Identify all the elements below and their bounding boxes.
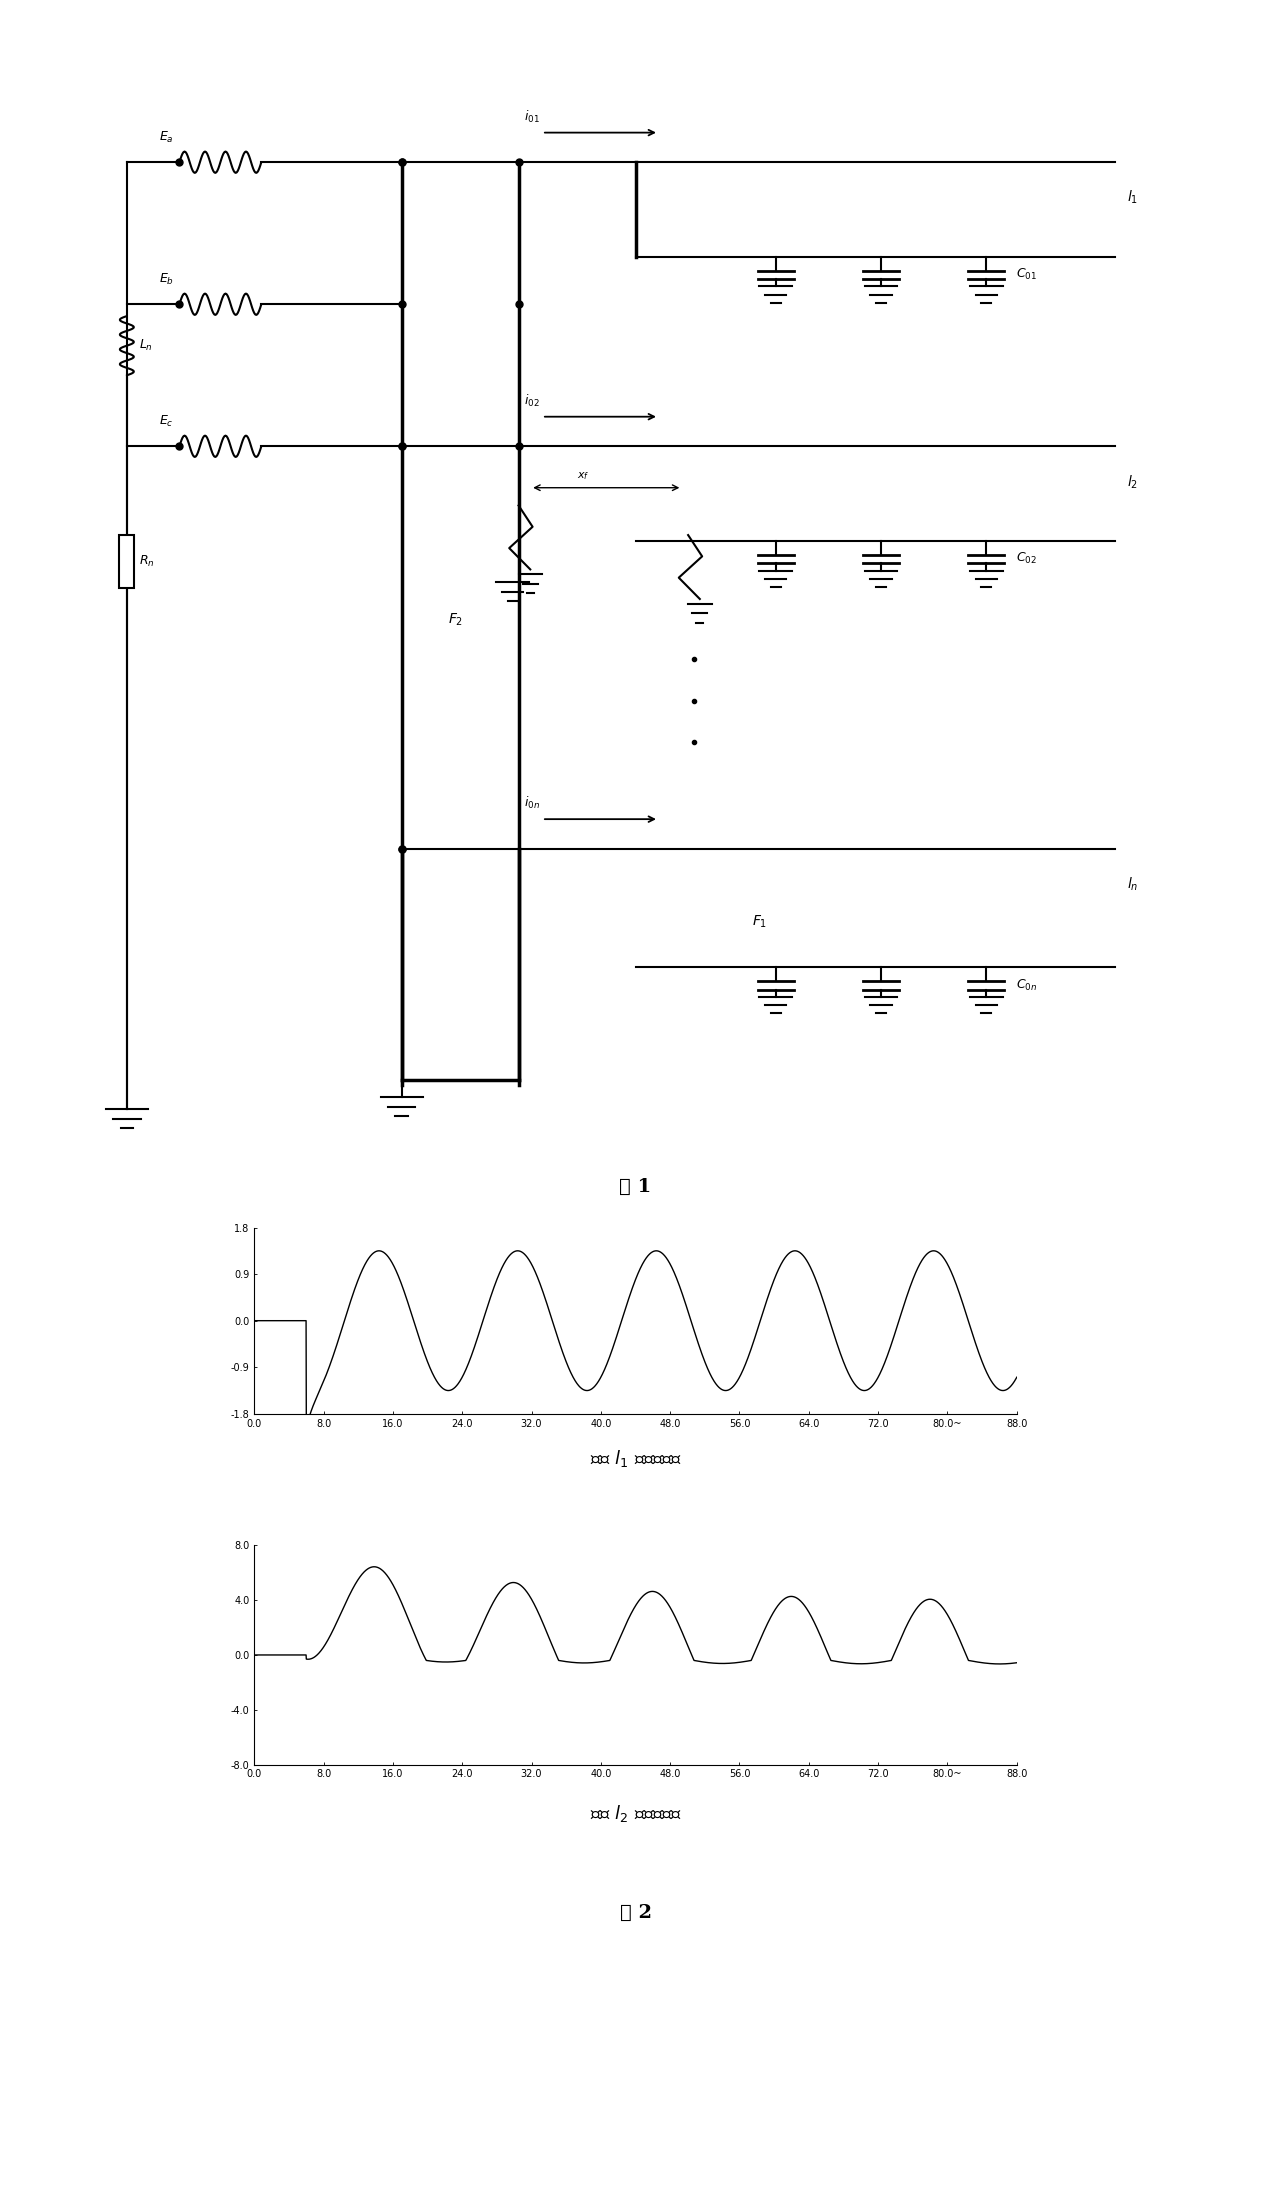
Text: $i_{02}$: $i_{02}$ bbox=[525, 392, 540, 410]
Text: $C_{0n}$: $C_{0n}$ bbox=[1016, 978, 1037, 993]
Bar bbox=[119, 535, 135, 587]
Text: $l_1$: $l_1$ bbox=[1126, 189, 1138, 206]
Text: $E_b$: $E_b$ bbox=[159, 272, 174, 287]
Text: $E_a$: $E_a$ bbox=[159, 129, 174, 145]
Text: 线路 $l_2$ 的零序电流: 线路 $l_2$ 的零序电流 bbox=[590, 1804, 681, 1824]
Text: $i_{01}$: $i_{01}$ bbox=[525, 110, 540, 125]
Text: $F_2$: $F_2$ bbox=[449, 612, 464, 629]
Text: $C_{01}$: $C_{01}$ bbox=[1016, 267, 1037, 283]
Text: $F_1$: $F_1$ bbox=[752, 914, 768, 929]
Text: 图 2: 图 2 bbox=[619, 1905, 652, 1922]
Text: $l_2$: $l_2$ bbox=[1126, 473, 1138, 491]
Text: 图 1: 图 1 bbox=[619, 1177, 652, 1197]
Text: $E_c$: $E_c$ bbox=[159, 414, 174, 430]
Text: 线路 $l_1$ 的零序电流: 线路 $l_1$ 的零序电流 bbox=[590, 1449, 681, 1469]
Text: $l_n$: $l_n$ bbox=[1126, 875, 1138, 892]
Text: $i_{0n}$: $i_{0n}$ bbox=[525, 796, 540, 811]
Text: $C_{02}$: $C_{02}$ bbox=[1016, 552, 1036, 566]
Text: $x_f$: $x_f$ bbox=[577, 471, 590, 482]
Text: $L_n$: $L_n$ bbox=[139, 338, 153, 353]
Text: $R_n$: $R_n$ bbox=[139, 555, 154, 570]
